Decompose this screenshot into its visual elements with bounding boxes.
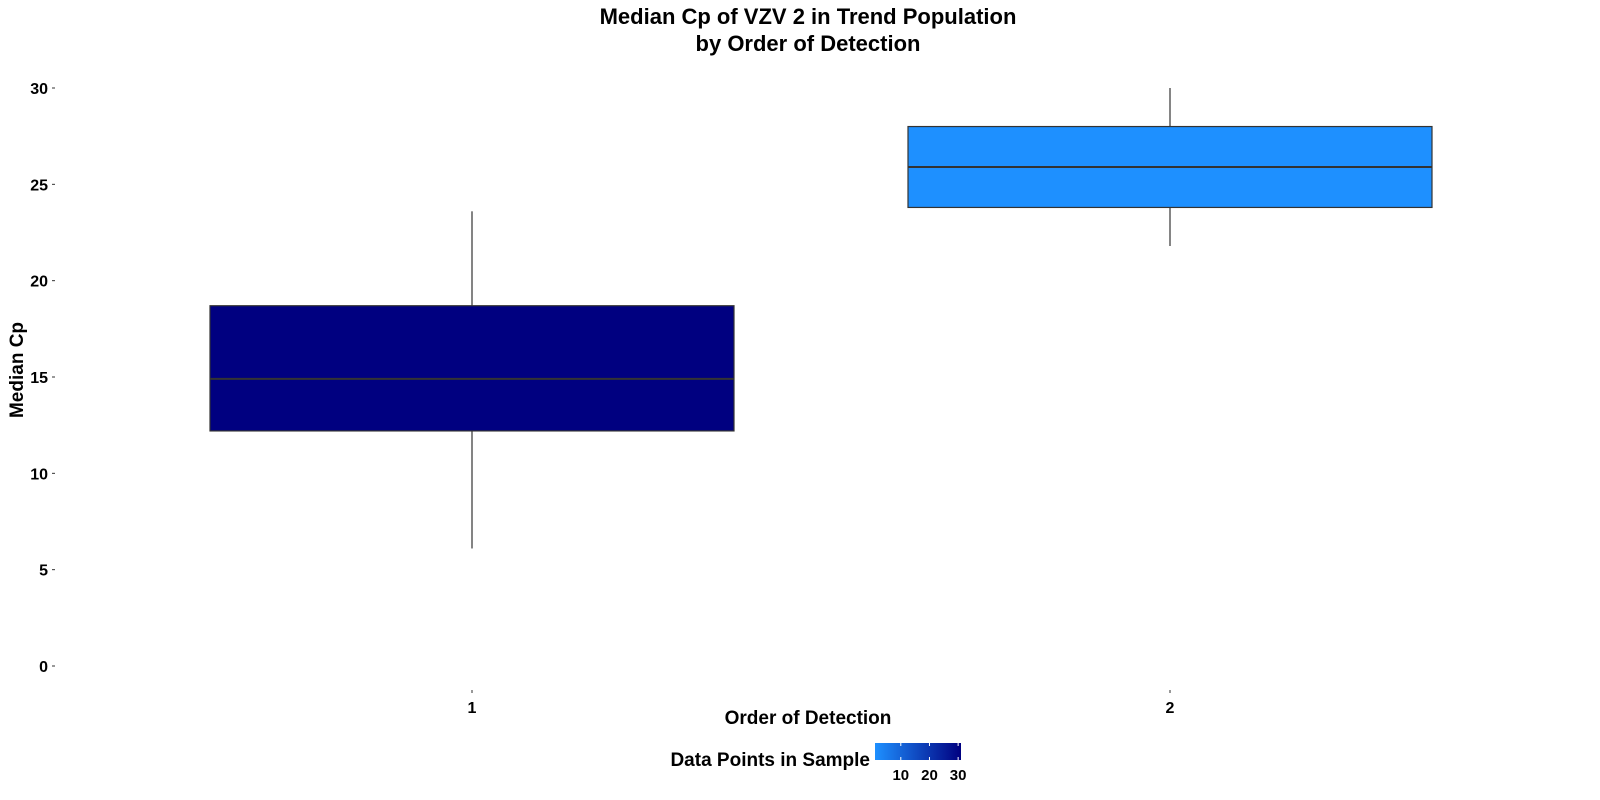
legend-tick-label: 20 (921, 767, 938, 784)
y-tick-label: 10 (30, 466, 48, 483)
y-tick-label: 20 (30, 274, 48, 291)
chart-title-line2: by Order of Detection (696, 31, 921, 56)
y-tick-label: 25 (30, 177, 48, 194)
boxplot-2 (907, 88, 1433, 246)
x-tick-label: 1 (468, 700, 477, 717)
boxplots (209, 88, 1433, 549)
chart-title-line1: Median Cp of VZV 2 in Trend Population (600, 4, 1017, 29)
y-tick-label: 15 (30, 370, 48, 387)
y-tick-label: 0 (39, 659, 48, 676)
y-tick-label: 5 (39, 563, 48, 580)
legend-tick-label: 10 (892, 767, 909, 784)
legend-title: Data Points in Sample (670, 750, 870, 771)
y-tick-label: 30 (30, 81, 48, 98)
color-legend: Data Points in Sample 10 20 30 (670, 743, 966, 784)
y-axis: 0 5 10 15 20 25 30 (30, 81, 55, 676)
legend-ticks: 10 20 30 (892, 743, 966, 784)
x-axis-title: Order of Detection (725, 708, 892, 729)
y-axis-title: Median Cp (7, 322, 28, 418)
boxplot-1 (209, 211, 735, 549)
box-iqr (209, 305, 735, 432)
x-tick-label: 2 (1166, 700, 1175, 717)
legend-colorbar (875, 743, 961, 760)
legend-tick-label: 30 (950, 767, 967, 784)
